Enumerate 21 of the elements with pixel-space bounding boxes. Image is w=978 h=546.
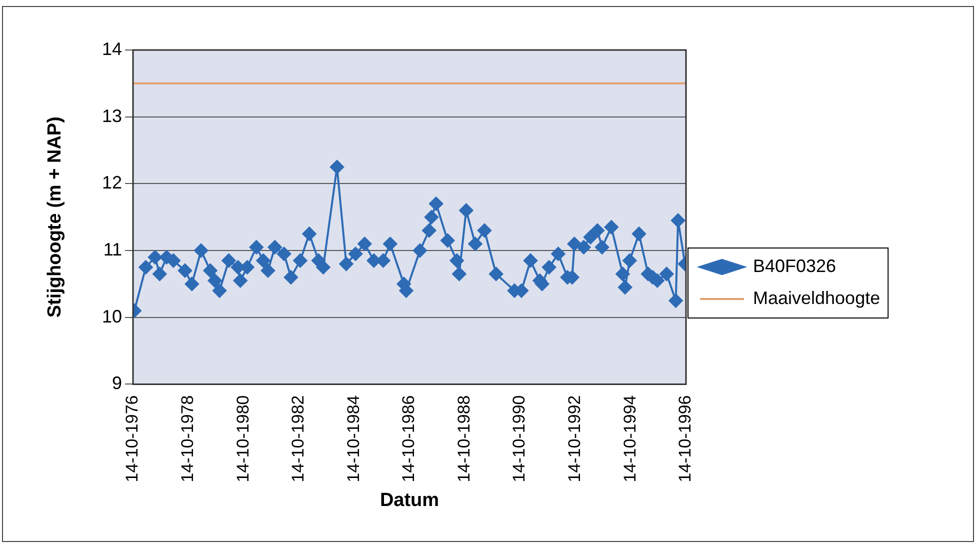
y-tick-label: 11: [103, 240, 122, 260]
y-tick-label: 12: [102, 172, 122, 193]
x-axis-title: Datum: [380, 490, 440, 511]
x-tick-label: 14-10-1992: [565, 395, 584, 482]
y-axis-title: Stijghoogte (m + NAP): [44, 116, 66, 318]
x-tick-label: 14-10-1996: [676, 395, 695, 482]
x-tick-label: 14-10-1988: [454, 395, 474, 482]
x-tick-label: 14-10-1976: [122, 395, 142, 482]
x-tick-label: 14-10-1982: [288, 395, 308, 482]
y-tick-label: 10: [102, 306, 122, 326]
y-tick-label: 14: [102, 38, 122, 59]
x-tick-label: 14-10-1984: [344, 395, 363, 482]
legend-label: Maaiveldhoogte: [753, 288, 880, 308]
x-tick-label: 14-10-1994: [620, 395, 640, 482]
x-tick-label: 14-10-1978: [178, 395, 197, 482]
legend-label: B40F0326: [753, 256, 836, 276]
x-tick-label: 14-10-1990: [510, 395, 529, 482]
y-tick-label: 9: [112, 373, 122, 394]
y-tick-label: 13: [102, 106, 122, 126]
x-tick-label: 14-10-1980: [233, 395, 252, 482]
x-tick-label: 14-10-1986: [399, 395, 418, 482]
